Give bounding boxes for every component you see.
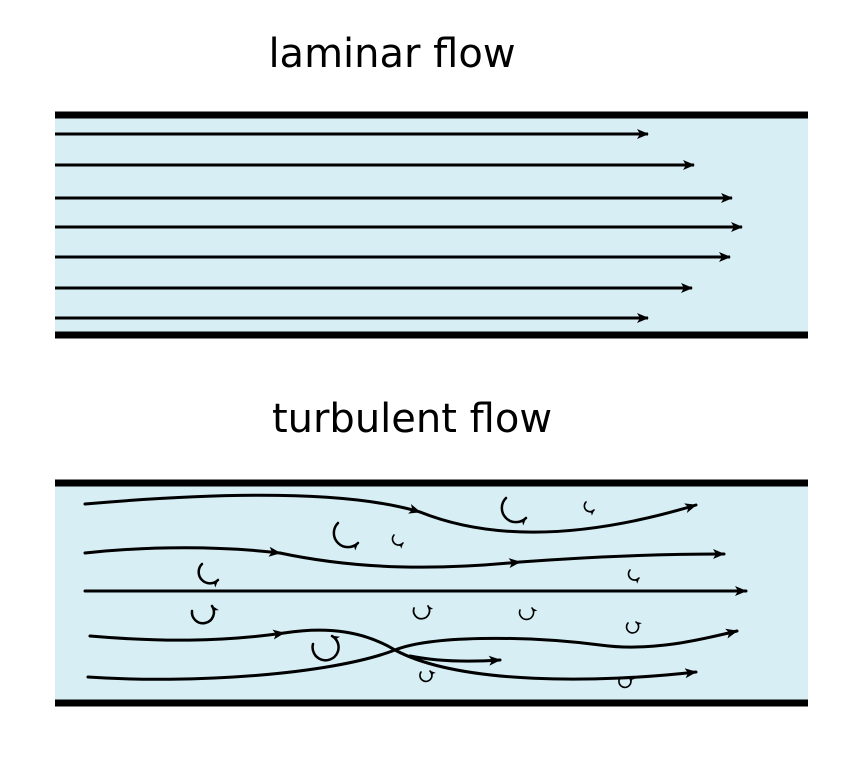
turbulent-streamline [418,503,698,534]
eddy-icon [332,521,360,551]
eddy-icon [583,501,595,516]
eddy-icon [627,569,640,584]
laminar-flow-title: laminar flow [268,31,515,77]
eddy-icon [500,496,528,526]
turbulent-streamline [86,628,739,681]
eddy-icon [518,607,538,621]
turbulent-eddies [190,496,642,689]
turbulent-streamline [278,551,522,569]
eddy-icon [391,534,404,549]
turbulent-fluid [55,483,808,703]
eddy-icon [625,621,642,634]
turbulent-streamline [408,654,502,666]
laminar-streamlines [55,129,743,323]
turbulent-streamlines [83,493,748,681]
eddy-icon [311,634,341,662]
eddy-icon [618,676,635,689]
turbulent-streamline [83,546,282,557]
turbulent-streamline [518,549,726,564]
laminar-pipe [55,111,808,339]
eddy-icon [412,605,434,620]
turbulent-streamline [83,493,422,514]
turbulent-pipe [55,479,808,707]
turbulent-streamline [282,628,698,681]
eddy-icon [419,670,436,683]
turbulent-streamline [88,629,286,642]
laminar-fluid [55,115,808,335]
turbulent-flow-title: turbulent flow [272,396,552,442]
eddy-icon [190,604,219,625]
eddy-icon [197,562,220,588]
